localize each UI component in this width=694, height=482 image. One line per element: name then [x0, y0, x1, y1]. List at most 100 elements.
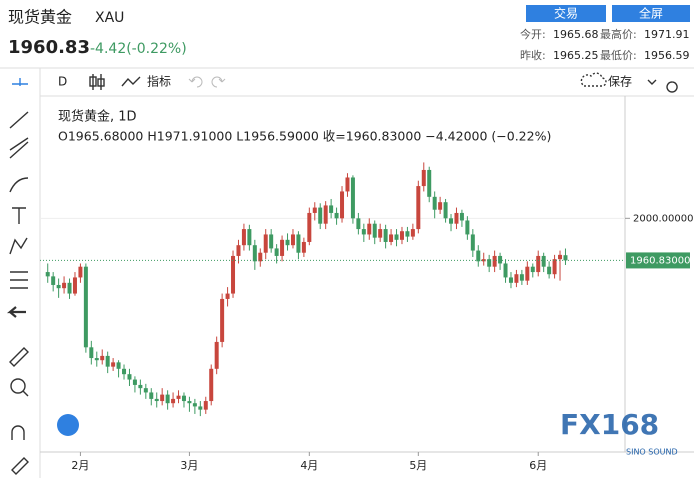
stat-label: 昨收: [520, 48, 546, 62]
settings[interactable] [666, 81, 678, 93]
fullscreen-button[interactable] [612, 5, 690, 22]
dropdown[interactable] [647, 79, 657, 85]
sidebar-tools[interactable] [6, 78, 29, 475]
candle-body [209, 368, 214, 402]
legend-ohlc: O1965.68000 H1971.91000 L1956.59000 收=19… [58, 129, 551, 144]
trade-button-label[interactable]: 交易 [554, 6, 578, 21]
candle-body [241, 229, 246, 246]
candle-body [345, 177, 350, 192]
candle-body [340, 191, 345, 219]
candle-body [127, 374, 132, 380]
candle-body [421, 169, 426, 187]
save[interactable]: 保存 [608, 75, 632, 89]
fullscreen-button-label[interactable]: 全屏 [639, 6, 663, 21]
candle-body [89, 347, 94, 359]
stat-value: 1956.59 [644, 49, 690, 62]
candle-body [503, 263, 508, 278]
candle-body [329, 205, 334, 213]
candle-body [318, 207, 323, 224]
candle-body [100, 355, 105, 361]
candle-body [116, 362, 121, 369]
candle-body [301, 241, 306, 253]
candle-body [280, 239, 285, 256]
candle-body [410, 229, 415, 237]
title: 现货黄金 [8, 8, 72, 27]
candle-body [143, 388, 148, 393]
redo[interactable] [211, 76, 226, 88]
candle-body [111, 362, 116, 367]
x-tick-label: 3月 [180, 459, 198, 472]
candle-body [541, 255, 546, 267]
x-tick-label: 4月 [300, 459, 318, 472]
last-price-box [626, 252, 690, 269]
candle-body [290, 234, 295, 246]
candle-body [171, 398, 176, 404]
candle-body [51, 276, 56, 285]
candle-body [394, 234, 399, 240]
candle-body [334, 212, 339, 219]
candle-body [192, 403, 197, 407]
candle-body [323, 205, 328, 224]
candle-body [481, 259, 486, 262]
candle-body [62, 282, 67, 289]
logo-badge [57, 414, 79, 436]
indicator-icon[interactable] [121, 76, 141, 87]
candle-body [132, 379, 137, 385]
candle-body [449, 218, 454, 224]
price: 1960.83 [8, 37, 90, 58]
candle-body [416, 186, 421, 230]
candle-body [465, 220, 470, 235]
candle-body [94, 358, 99, 361]
stat-value: 1965.25 [553, 49, 599, 62]
x-tick-label: 6月 [529, 459, 547, 472]
candle-body [383, 229, 388, 242]
y-tick-label: 2000.00000 [633, 213, 693, 224]
candle-body [274, 248, 279, 256]
candle-body [443, 202, 448, 219]
change: -4.42(-0.22%) [90, 41, 187, 57]
candle-body [519, 274, 524, 281]
candle-body [149, 392, 154, 399]
candle-body [296, 234, 301, 253]
trade-button[interactable] [526, 5, 606, 22]
candle-body [558, 254, 563, 260]
candle-body [154, 398, 159, 402]
undo[interactable] [188, 76, 203, 88]
candle-body [269, 234, 274, 249]
candle-body [498, 255, 503, 264]
candle-icon[interactable] [89, 74, 105, 90]
candle-body [83, 266, 88, 348]
candle-body [187, 401, 192, 404]
candle-body [350, 177, 355, 219]
candle-body [454, 212, 459, 224]
candle-body [361, 229, 366, 235]
candle-body [470, 234, 475, 251]
candle-body [247, 229, 252, 246]
candle-body [405, 231, 410, 237]
candle-body [552, 259, 557, 275]
candle-body [122, 368, 127, 375]
candle-body [105, 355, 110, 367]
candle-body [225, 293, 230, 299]
candle-body [231, 255, 236, 294]
candle-body [492, 255, 497, 267]
candle-body [356, 218, 361, 230]
candle-body [378, 229, 383, 238]
symbol: XAU [95, 10, 124, 26]
candle-body [72, 277, 77, 294]
candle-body [160, 394, 165, 402]
candle-body [252, 245, 257, 262]
legend-title: 现货黄金, 1D [58, 109, 137, 125]
candle-body [78, 266, 83, 278]
stat-value: 1971.91 [644, 28, 690, 41]
interval[interactable]: D [58, 75, 67, 89]
candle-body [427, 169, 432, 197]
candle-body [236, 245, 241, 256]
candle-body [399, 231, 404, 240]
indicators[interactable]: 指标 [147, 74, 171, 89]
watermark: FX168 [560, 408, 659, 441]
x-tick-label: 5月 [409, 459, 427, 472]
candle-body [438, 202, 443, 210]
